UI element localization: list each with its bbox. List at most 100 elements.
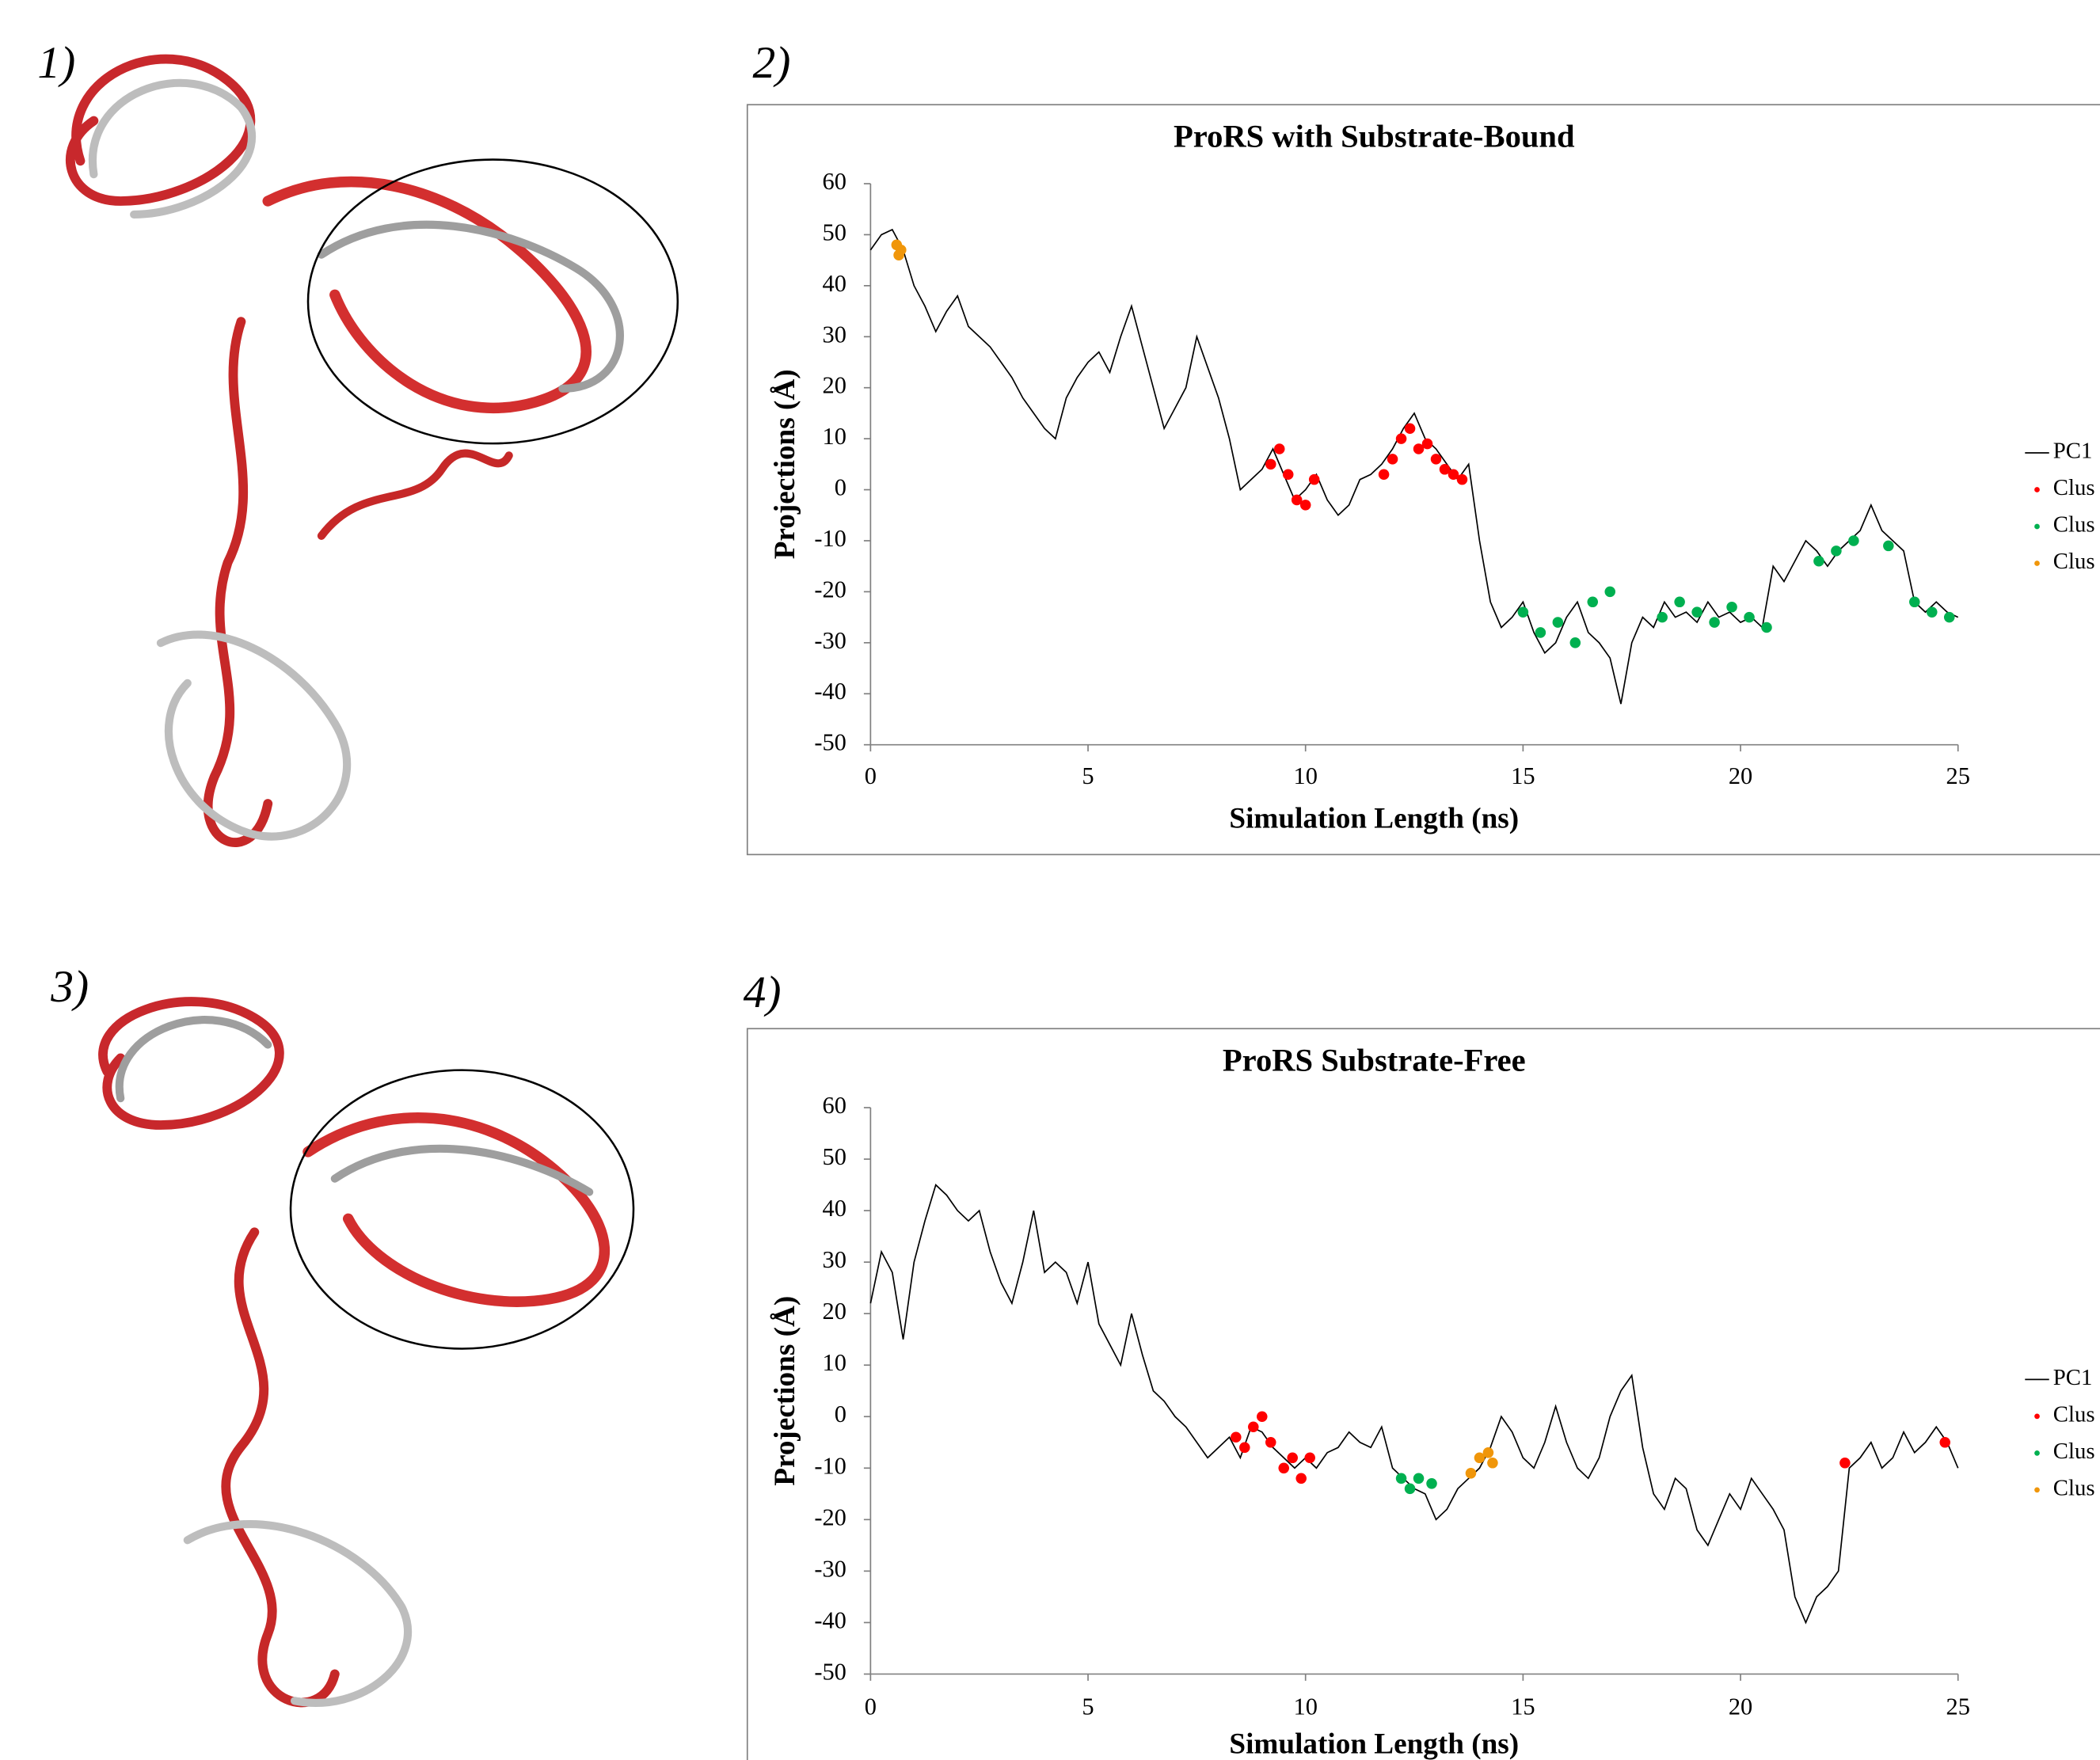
x-tick-label: 5 bbox=[1082, 1693, 1094, 1720]
data-point bbox=[1535, 627, 1546, 638]
x-tick-label: 25 bbox=[1946, 1693, 1970, 1720]
data-point bbox=[1291, 494, 1303, 506]
data-point bbox=[1287, 1452, 1298, 1464]
chart-title: ProRS with Substrate-Bound bbox=[1174, 119, 1575, 154]
data-point bbox=[1430, 454, 1442, 465]
x-axis-label: Simulation Length (ns) bbox=[1229, 1728, 1519, 1760]
data-point bbox=[1378, 469, 1390, 480]
data-point bbox=[1448, 469, 1459, 480]
legend-label: Clus bbox=[2053, 1475, 2095, 1500]
data-point bbox=[1426, 1478, 1437, 1489]
data-point bbox=[1304, 1452, 1315, 1464]
legend-label: Clus bbox=[2053, 512, 2095, 538]
data-point bbox=[1231, 1431, 1242, 1443]
y-axis-label: Projections (Å) bbox=[769, 1296, 801, 1486]
y-axis-label: Projections (Å) bbox=[769, 369, 801, 559]
y-tick-label: -50 bbox=[814, 729, 846, 756]
data-point bbox=[1726, 601, 1737, 613]
panel-label: 1) bbox=[37, 38, 75, 88]
x-tick-label: 5 bbox=[1082, 762, 1094, 789]
data-point bbox=[1943, 611, 1955, 623]
data-point bbox=[1587, 596, 1599, 608]
y-tick-label: -40 bbox=[814, 678, 846, 705]
data-point bbox=[1395, 1473, 1407, 1484]
data-point bbox=[1395, 433, 1407, 444]
data-point bbox=[1909, 596, 1920, 608]
data-point bbox=[1404, 1483, 1416, 1495]
data-point bbox=[1482, 1447, 1494, 1458]
x-tick-label: 0 bbox=[865, 1693, 877, 1720]
data-point bbox=[1257, 1411, 1268, 1423]
data-point bbox=[1278, 1462, 1290, 1474]
y-tick-label: 0 bbox=[835, 1401, 846, 1427]
legend-swatch bbox=[2034, 523, 2040, 530]
data-point bbox=[1474, 1452, 1486, 1464]
data-point bbox=[1839, 1458, 1851, 1469]
x-tick-label: 10 bbox=[1293, 762, 1317, 789]
data-point bbox=[1926, 606, 1938, 618]
data-point bbox=[896, 244, 907, 256]
y-tick-label: 20 bbox=[822, 372, 846, 399]
data-point bbox=[1295, 1473, 1307, 1484]
data-point bbox=[1569, 637, 1581, 648]
y-tick-label: -30 bbox=[814, 627, 846, 654]
data-line bbox=[869, 1184, 1959, 1625]
data-point bbox=[1939, 1437, 1951, 1448]
data-point bbox=[1239, 1442, 1250, 1454]
legend-label: Clus bbox=[2053, 1401, 2095, 1427]
data-point bbox=[1299, 500, 1311, 511]
legend-label: Clus bbox=[2053, 1439, 2095, 1464]
y-tick-label: -50 bbox=[814, 1658, 846, 1685]
y-tick-label: -30 bbox=[814, 1555, 846, 1582]
data-point bbox=[1404, 423, 1416, 435]
legend-label: PC1 bbox=[2053, 1365, 2093, 1390]
data-point bbox=[1517, 606, 1529, 618]
data-point bbox=[1439, 464, 1451, 475]
protein-structure-2 bbox=[98, 997, 635, 1708]
data-point bbox=[1387, 454, 1398, 465]
data-point bbox=[1848, 535, 1859, 546]
data-point bbox=[1456, 473, 1468, 485]
data-point bbox=[1813, 555, 1824, 567]
chart-frame bbox=[746, 1028, 2100, 1760]
data-point bbox=[1265, 458, 1276, 470]
data-point bbox=[1413, 1473, 1425, 1484]
data-point bbox=[1308, 473, 1320, 485]
data-point bbox=[1831, 545, 1842, 557]
panel-label: 2) bbox=[753, 38, 791, 88]
legend-swatch bbox=[2034, 561, 2040, 566]
legend-swatch bbox=[2034, 1413, 2040, 1420]
data-point bbox=[1709, 617, 1720, 628]
data-point bbox=[1465, 1468, 1477, 1479]
data-point bbox=[1744, 611, 1755, 623]
data-point bbox=[1674, 596, 1685, 608]
data-point bbox=[1273, 443, 1285, 454]
data-point bbox=[1265, 1437, 1276, 1448]
x-tick-label: 15 bbox=[1511, 762, 1535, 789]
x-tick-label: 20 bbox=[1729, 1693, 1752, 1720]
panel-label: 3) bbox=[50, 962, 89, 1012]
legend-swatch bbox=[2034, 1487, 2040, 1493]
y-tick-label: 50 bbox=[822, 219, 846, 245]
x-tick-label: 10 bbox=[1293, 1693, 1317, 1720]
y-tick-label: 40 bbox=[822, 270, 846, 297]
chart-title: ProRS Substrate-Free bbox=[1223, 1043, 1526, 1078]
y-tick-label: -40 bbox=[814, 1606, 846, 1633]
y-tick-label: -20 bbox=[814, 576, 846, 603]
x-tick-label: 15 bbox=[1511, 1693, 1535, 1720]
legend-label: Clus bbox=[2053, 475, 2095, 500]
data-point bbox=[1421, 438, 1433, 450]
y-tick-label: 40 bbox=[822, 1195, 846, 1222]
data-point bbox=[1248, 1421, 1259, 1433]
data-point bbox=[1282, 469, 1294, 480]
y-tick-label: 10 bbox=[822, 1349, 846, 1376]
legend-label: Clus bbox=[2053, 549, 2095, 574]
data-point bbox=[1657, 611, 1668, 623]
data-point bbox=[1413, 443, 1425, 454]
y-tick-label: 20 bbox=[822, 1298, 846, 1325]
y-tick-label: -10 bbox=[814, 1452, 846, 1479]
x-axis-label: Simulation Length (ns) bbox=[1229, 803, 1519, 835]
x-tick-label: 0 bbox=[865, 762, 877, 789]
